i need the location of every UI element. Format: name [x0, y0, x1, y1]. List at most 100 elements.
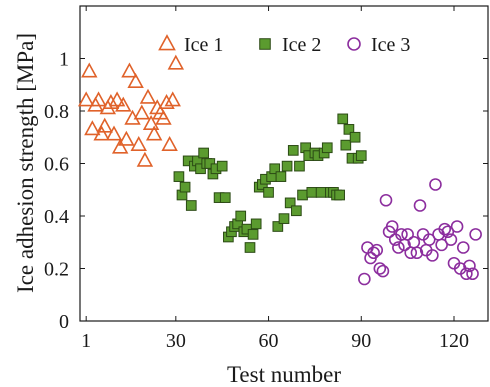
ice3-point	[410, 246, 424, 260]
x-tick-label: 90	[351, 330, 371, 352]
ice2-point	[269, 163, 281, 175]
ice3-point	[422, 233, 436, 246]
y-tick-label: 1	[59, 49, 69, 71]
ice2-point	[244, 242, 256, 253]
ice2-point	[306, 187, 318, 198]
ice2-point	[272, 221, 284, 232]
y-tick-label: 0	[59, 311, 69, 333]
ice1-point	[93, 125, 110, 141]
legend: Ice 1 Ice 2 Ice 3	[158, 34, 410, 56]
legend-label-3: Ice 3	[371, 34, 410, 56]
ice2-point	[315, 187, 327, 198]
y-tick-label: 0.2	[44, 259, 69, 281]
ice1-point	[167, 54, 185, 70]
ice3-point	[370, 243, 384, 257]
x-tick-label: 1	[81, 330, 91, 352]
ice3-point	[463, 259, 476, 273]
ice3-point	[385, 220, 399, 233]
ice1-point	[164, 91, 181, 107]
ice3-point	[373, 262, 387, 275]
ice2-point	[294, 160, 305, 172]
ice3-point	[456, 241, 470, 254]
y-tick-label: 0.6	[44, 154, 69, 176]
ice2-point	[278, 213, 290, 224]
ice3-point	[426, 249, 439, 262]
legend-marker-3	[347, 37, 361, 51]
ice2-point	[275, 171, 287, 182]
data-points	[77, 54, 482, 286]
ice2-point	[263, 187, 274, 198]
y-tick-label: 0.4	[44, 206, 69, 228]
ice2-point	[179, 181, 191, 193]
ice1-point	[127, 72, 144, 89]
y-tick-label: 0.8	[44, 101, 69, 123]
ice3-point	[401, 228, 414, 241]
ice2-point	[173, 171, 185, 182]
ice3-point	[460, 267, 473, 281]
ice2-point	[334, 189, 345, 201]
ice2-point	[250, 218, 262, 230]
ice2-point	[349, 131, 361, 143]
ice1-point	[121, 62, 138, 78]
ice2-point	[340, 139, 352, 151]
ice1-point	[139, 88, 157, 104]
x-axis-label: Test number	[227, 362, 341, 387]
ice1-point	[96, 117, 113, 133]
ice2-point	[219, 192, 231, 203]
ice3-point	[392, 241, 405, 254]
legend-label-2: Ice 2	[282, 34, 321, 56]
legend-label-1: Ice 1	[184, 34, 223, 56]
ice1-point	[115, 96, 132, 112]
ice1-point	[102, 93, 120, 110]
ice2-point	[235, 210, 247, 222]
ice1-point	[145, 125, 163, 141]
ice1-point	[111, 138, 129, 154]
ice2-point	[337, 113, 349, 125]
ice1-point	[77, 91, 95, 107]
ice1-point	[136, 151, 154, 167]
legend-marker-2	[259, 38, 271, 50]
x-tick-label: 30	[166, 330, 186, 352]
ice3-point	[358, 272, 371, 286]
ice3-point	[376, 264, 390, 278]
ice1-point	[84, 120, 101, 136]
ice2-point	[355, 150, 367, 161]
ice2-point	[297, 189, 308, 201]
ice2-point	[247, 229, 259, 240]
ice1-point	[105, 125, 123, 141]
y-axis-label: Ice adhesion strength [MPa]	[13, 33, 38, 293]
legend-marker-1	[158, 34, 176, 51]
ice3-point	[466, 267, 479, 281]
ice2-point	[291, 205, 302, 217]
ice2-point	[287, 145, 299, 156]
ice3-point	[367, 246, 380, 260]
ice3-point	[450, 220, 464, 233]
ice3-point	[438, 222, 452, 236]
ice3-point	[441, 225, 455, 239]
ice1-point	[108, 91, 126, 107]
ice1-point	[158, 93, 175, 110]
ice1-point	[133, 104, 151, 120]
ice1-point	[90, 91, 107, 107]
ice1-point	[130, 135, 147, 152]
ice3-point	[435, 238, 448, 252]
x-tick-label: 60	[259, 330, 279, 352]
ice2-point	[343, 124, 355, 135]
ice1-point	[81, 62, 98, 78]
ice2-point	[321, 142, 333, 154]
ice2-point	[281, 160, 293, 172]
ice2-point	[284, 197, 296, 209]
ice3-point	[429, 178, 442, 191]
ice3-point	[379, 193, 393, 207]
ice3-point	[444, 233, 458, 246]
ice2-point	[198, 147, 209, 159]
ice1-point	[161, 135, 178, 152]
ice2-point	[216, 160, 228, 172]
ice3-point	[469, 228, 482, 241]
x-tick-label: 120	[439, 330, 469, 352]
ice3-point	[413, 199, 427, 212]
axes: 1 30 60 90 120 0 0.2 0.4 0.6 0.8 1	[44, 6, 488, 352]
ice2-point	[185, 200, 197, 211]
ice1-point	[155, 109, 172, 125]
